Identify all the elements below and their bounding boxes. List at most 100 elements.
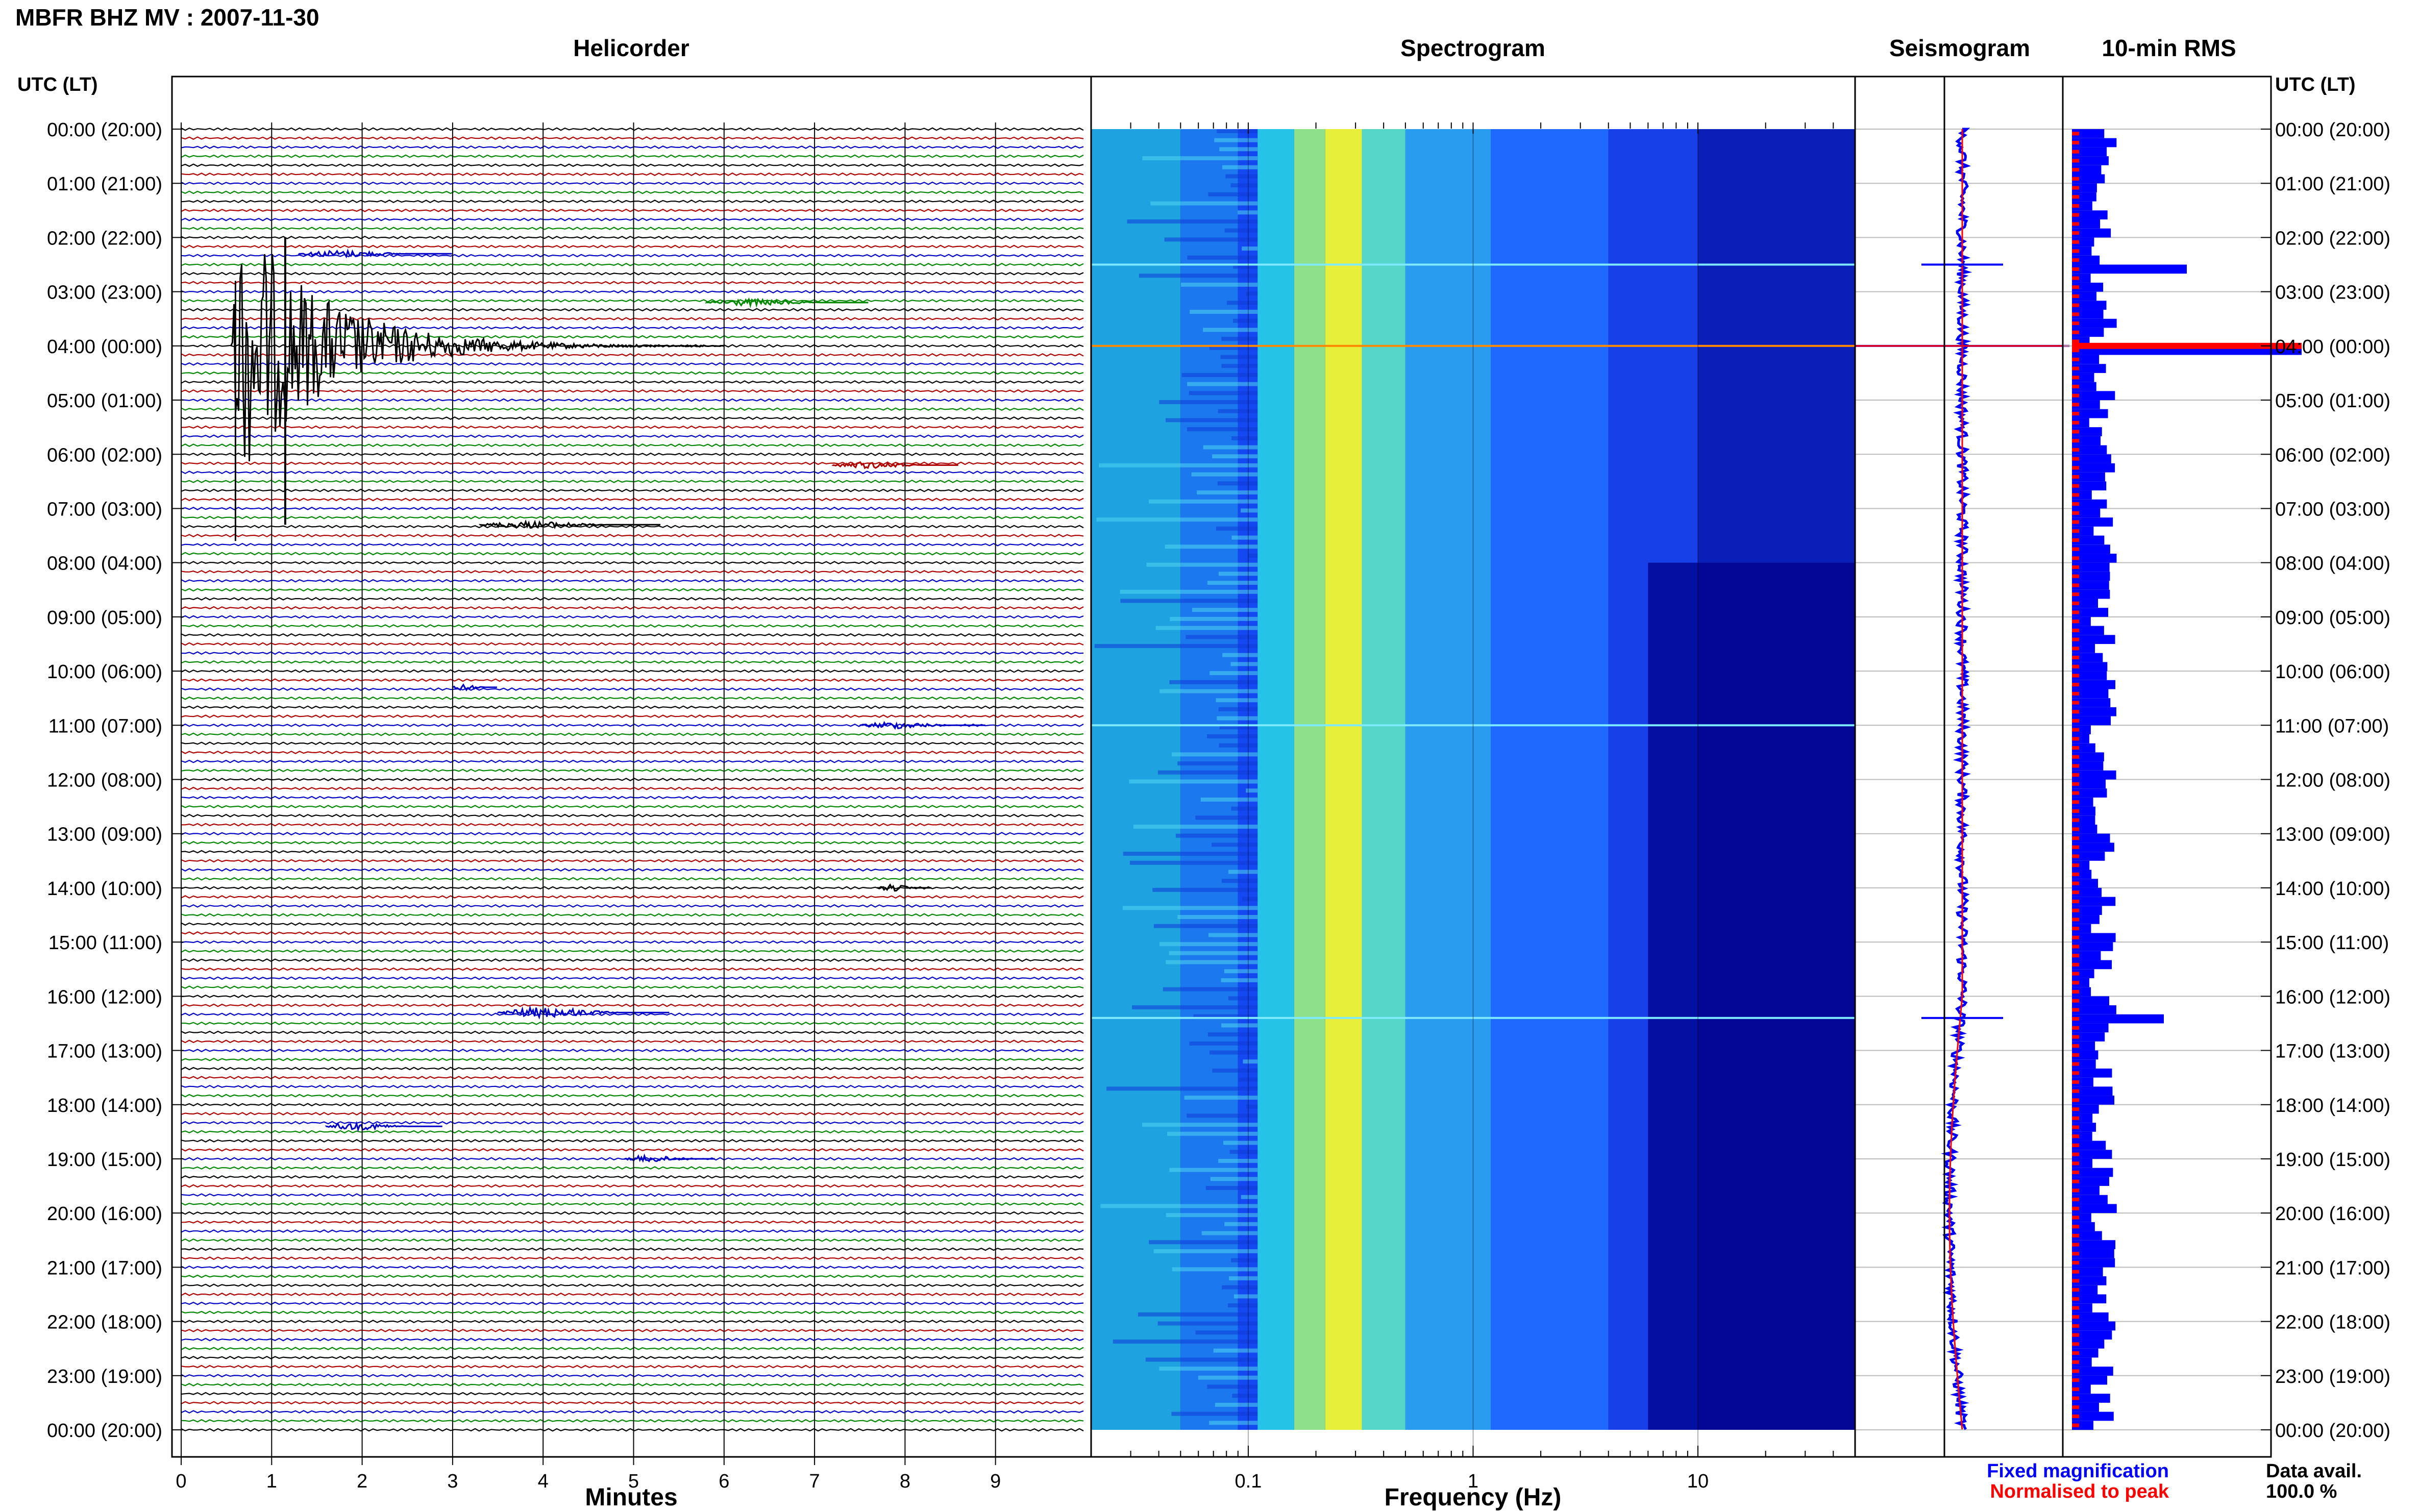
- helicorder-plot: [180, 122, 1084, 1457]
- rms-normalised-mark: [2072, 691, 2079, 696]
- spectrogram-row-texture: [1113, 1339, 1258, 1344]
- rms-normalised-mark: [2072, 1026, 2079, 1030]
- helicorder-trace: [180, 687, 1084, 691]
- rms-normalised-mark: [2072, 836, 2079, 840]
- helicorder-trace: [180, 1337, 1084, 1342]
- rms-bar: [2072, 870, 2092, 879]
- rms-bar: [2072, 1384, 2091, 1394]
- rms-normalised-mark: [2072, 132, 2079, 136]
- rms-normalised-mark: [2072, 1270, 2079, 1274]
- helicorder-trace: [180, 678, 1084, 682]
- time-tick-label-right: 11:00 (07:00): [2275, 715, 2389, 737]
- rms-normalised-mark: [2072, 222, 2079, 226]
- rms-bar: [2072, 526, 2094, 536]
- spectrogram-row-texture: [1222, 1285, 1258, 1290]
- rms-bar: [2072, 1131, 2092, 1141]
- rms-normalised-mark: [2072, 1233, 2079, 1237]
- spectrogram-row-texture: [1159, 400, 1258, 405]
- minute-tick-label: 9: [990, 1471, 1001, 1492]
- time-tick-label-left: 18:00 (14:00): [47, 1095, 162, 1117]
- helicorder-trace: [180, 235, 1084, 239]
- helicorder-trace: [180, 1383, 1084, 1386]
- helicorder-trace: [180, 1130, 1084, 1134]
- rms-normalised-mark: [2072, 683, 2079, 687]
- helicorder-trace: [180, 967, 1084, 971]
- helicorder-trace: [180, 786, 1084, 790]
- rms-normalised-mark: [2072, 231, 2079, 235]
- rms-plot: [2063, 129, 2302, 1430]
- rms-bar: [2072, 1068, 2112, 1078]
- spectrogram-row-texture: [1222, 165, 1258, 169]
- helicorder-trace: [180, 931, 1084, 935]
- rms-normalised-mark: [2072, 276, 2079, 280]
- rms-bar: [2072, 274, 2091, 283]
- spectrogram-row-texture: [1217, 716, 1258, 721]
- rms-bar: [2072, 942, 2113, 951]
- rms-normalised-mark: [2072, 448, 2079, 452]
- rms-bar: [2072, 734, 2089, 743]
- rms-normalised-mark: [2072, 430, 2079, 434]
- spectrogram-row-texture: [1213, 1348, 1258, 1353]
- helicorder-trace: [180, 796, 1084, 800]
- spectrogram-row-texture: [1172, 1267, 1258, 1272]
- spectrogram-row-texture: [1216, 526, 1258, 531]
- time-tick-label-right: 03:00 (23:00): [2275, 282, 2390, 304]
- spectrogram-row-texture: [1212, 1068, 1258, 1073]
- rms-normalised-mark: [2072, 1152, 2079, 1156]
- spectrogram-row-texture: [1238, 210, 1258, 215]
- spectrogram-row-texture: [1224, 969, 1258, 974]
- spectrogram-row-texture: [1153, 924, 1258, 928]
- rms-normalised-mark: [2072, 403, 2079, 407]
- rms-normalised-mark: [2072, 366, 2079, 370]
- helicorder-trace: [180, 227, 1084, 231]
- helicorder-trace: [180, 299, 1084, 303]
- helicorder-trace: [180, 867, 1084, 872]
- rms-bar: [2072, 282, 2104, 292]
- rms-normalised-mark: [2072, 1198, 2079, 1202]
- helicorder-trace: [180, 994, 1084, 998]
- helicorder-trace: [180, 976, 1084, 980]
- time-tick-label-left: 02:00 (22:00): [47, 228, 162, 249]
- spectrogram-band: [1405, 129, 1491, 1430]
- rms-bar: [2072, 1276, 2107, 1285]
- spectrogram-row-texture: [1225, 174, 1258, 179]
- spectrogram-row-texture: [1209, 1421, 1258, 1425]
- helicorder-trace: [180, 1229, 1084, 1233]
- rms-bar: [2072, 535, 2105, 545]
- rms-normalised-mark: [2072, 1116, 2079, 1120]
- helicorder-trace: [180, 254, 1084, 258]
- rms-normalised-mark: [2072, 927, 2079, 931]
- rms-bar: [2072, 183, 2097, 192]
- spectrogram-row-texture: [1219, 743, 1258, 748]
- rms-normalised-mark: [2072, 619, 2079, 624]
- rms-normalised-mark: [2072, 1378, 2079, 1382]
- rms-normalised-mark: [2072, 899, 2079, 904]
- helicorder-trace: [180, 488, 1084, 492]
- spectrogram-row-texture: [1229, 1150, 1258, 1154]
- rms-bar: [2072, 1141, 2106, 1150]
- spectrogram-row-texture: [1189, 391, 1258, 395]
- rms-normalised-mark: [2072, 1044, 2079, 1048]
- time-tick-label-left: 07:00 (03:00): [47, 499, 162, 520]
- spectrogram-row-texture: [1232, 318, 1258, 323]
- spectrogram-row-texture: [1221, 1023, 1258, 1028]
- spectrogram-row-texture: [1232, 1394, 1258, 1398]
- minute-tick-label: 1: [266, 1471, 277, 1492]
- helicorder-trace: [180, 470, 1084, 475]
- helicorder-trace: [180, 624, 1084, 628]
- spectrogram-row-texture: [1231, 806, 1258, 811]
- helicorder-trace: [180, 669, 1084, 673]
- spectrogram-row-texture: [1100, 1204, 1258, 1208]
- spectrogram-row-texture: [1146, 562, 1258, 567]
- rms-bar: [2072, 616, 2091, 626]
- rms-normalised-mark: [2072, 718, 2079, 723]
- rms-normalised-mark: [2072, 177, 2079, 181]
- rms-bar: [2072, 436, 2101, 445]
- rms-bar: [2072, 852, 2105, 861]
- spectrogram-row-texture: [1228, 1303, 1258, 1308]
- time-tick-label-right: 18:00 (14:00): [2275, 1095, 2390, 1117]
- spectrogram-row-texture: [1228, 870, 1258, 874]
- rms-bar: [2072, 1059, 2096, 1069]
- rms-bar: [2072, 969, 2094, 978]
- helicorder-trace: [180, 606, 1084, 610]
